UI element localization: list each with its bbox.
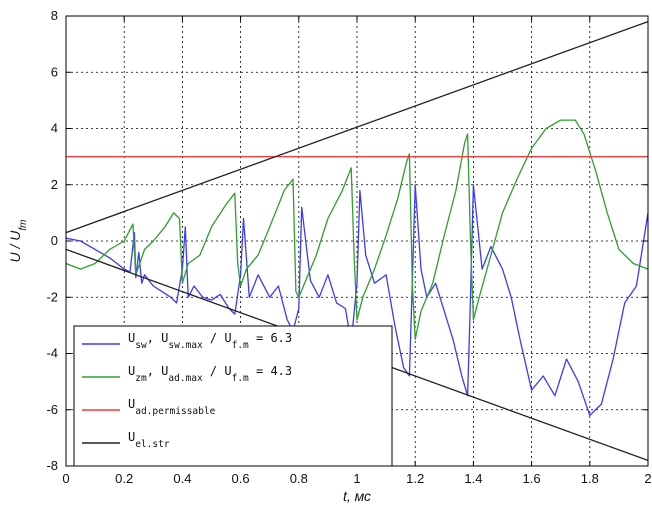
x-tick-label: 0.4: [173, 471, 191, 486]
y-tick-label: -2: [46, 289, 58, 304]
y-tick-label: 0: [51, 233, 58, 248]
x-tick-label: 0.6: [232, 471, 250, 486]
x-tick-label: 2: [644, 471, 651, 486]
y-tick-label: 6: [51, 64, 58, 79]
legend-label: Usw, Usw.max / Uf.m = 6.3: [128, 331, 292, 351]
legend: Usw, Usw.max / Uf.m = 6.3 Uzm, Uad.max / …: [73, 325, 393, 467]
x-tick-label: 1.2: [406, 471, 424, 486]
y-tick-label: 4: [51, 121, 58, 136]
legend-box: [73, 325, 393, 467]
x-tick-label: 0.2: [115, 471, 133, 486]
y-axis-label: U / Ufm: [7, 220, 29, 263]
y-tick-label: -8: [46, 458, 58, 473]
x-tick-label: 1: [353, 471, 360, 486]
legend-label: Uad.permissable: [128, 397, 216, 417]
legend-label: Uzm, Uad.max / Uf.m = 4.3: [128, 364, 292, 384]
series-line-u-zm-u-ad-max-u-f-m-4-3: [65, 119, 649, 341]
x-tick-label: 1.4: [464, 471, 482, 486]
y-tick-label: -4: [46, 346, 58, 361]
legend-label: Uel.str: [128, 430, 170, 450]
ticks: 0 0.2 0.4 0.6 0.8 1 1.2 1.4 1.6 1.8 2 8 6 4 2 0 -2 -4 -6 -8: [46, 8, 651, 486]
x-tick-label: 1.8: [581, 471, 599, 486]
x-tick-label: 0.8: [290, 471, 308, 486]
x-tick-label: 0: [62, 471, 69, 486]
x-tick-label: 1.6: [523, 471, 541, 486]
y-tick-label: 2: [51, 177, 58, 192]
series-line-u-sw-u-sw-max-u-f-m-6-3: [65, 184, 649, 417]
y-tick-label: 8: [51, 8, 58, 23]
x-axis-label: t, мс: [343, 488, 371, 504]
y-tick-label: -6: [46, 402, 58, 417]
series-line-u-el-str-upper: [65, 20, 649, 234]
